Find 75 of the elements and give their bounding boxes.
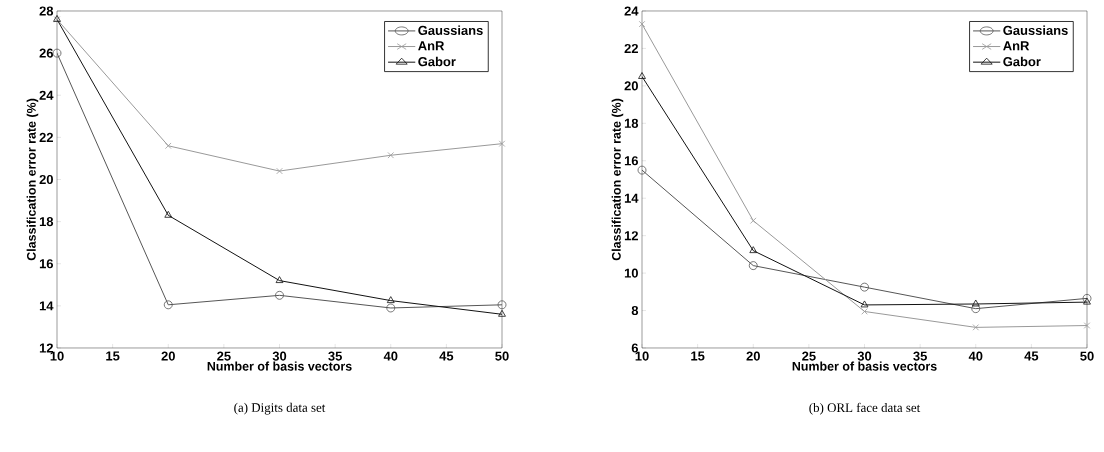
point	[164, 210, 173, 218]
point	[497, 300, 507, 310]
point	[498, 309, 506, 317]
point	[971, 299, 980, 307]
point	[498, 140, 506, 147]
y-tick-label: 6	[631, 343, 639, 353]
x-tick-label: 25	[802, 351, 816, 361]
y-tick-label: 24	[624, 6, 639, 16]
legend-label: Gaussians	[1003, 25, 1068, 35]
x-tick-label: 45	[1024, 351, 1039, 361]
point	[638, 20, 646, 28]
y-tick-label: 22	[624, 43, 638, 53]
x-tick-label: 35	[913, 351, 927, 361]
legend-label: Gaussians	[418, 25, 483, 35]
y-tick-label: 26	[39, 48, 54, 58]
y-tick-label: 14	[624, 193, 639, 203]
y-tick-label: 16	[624, 156, 639, 166]
y-tick-label: 18	[39, 217, 54, 227]
point	[275, 276, 284, 283]
y-tick-label: 20	[39, 174, 53, 185]
point	[638, 72, 646, 79]
y-tick-label: 10	[624, 268, 638, 278]
x-tick-label: 30	[857, 351, 872, 361]
point	[386, 303, 396, 313]
y-tick-label: 24	[39, 90, 54, 100]
x-axis-title: Number of basis vectors	[207, 361, 352, 371]
x-tick-label: 40	[383, 351, 398, 361]
point	[387, 152, 394, 159]
y-axis-title: Classification error rate (%)	[611, 98, 624, 261]
text: (a) Digits data set	[234, 402, 326, 415]
point	[1082, 293, 1092, 303]
point	[971, 304, 981, 314]
y-tick-label: 22	[39, 132, 53, 142]
legend-label: AnR	[418, 41, 445, 51]
y-tick-label: 8	[631, 305, 639, 316]
point	[276, 167, 283, 175]
point	[860, 300, 869, 308]
point	[1083, 322, 1091, 329]
x-tick-label: 15	[106, 351, 120, 361]
point	[860, 282, 869, 292]
y-tick-label: 16	[39, 259, 54, 269]
point	[749, 246, 758, 254]
x-tick-label: 40	[968, 351, 983, 361]
point	[165, 142, 172, 150]
legend-label: Gabor	[1003, 56, 1041, 67]
point	[1083, 297, 1091, 305]
x-tick-label: 35	[328, 351, 342, 361]
x-tick-label: 45	[439, 351, 454, 361]
point	[748, 261, 758, 271]
point	[163, 300, 173, 310]
point	[275, 290, 284, 300]
x-tick-label: 50	[1080, 351, 1094, 361]
y-tick-label: 12	[39, 343, 53, 353]
point	[386, 296, 395, 303]
x-axis-title: Number of basis vectors	[792, 361, 937, 371]
point	[750, 217, 757, 224]
y-tick-label: 12	[624, 231, 638, 241]
y-tick-label: 28	[39, 6, 54, 16]
x-tick-label: 20	[161, 351, 175, 361]
point	[637, 165, 647, 175]
x-tick-label: 20	[746, 351, 760, 361]
x-tick-label: 25	[217, 351, 231, 361]
x-tick-label: 30	[272, 351, 287, 361]
legend-label: Gabor	[418, 56, 456, 67]
legend-label: AnR	[1003, 41, 1030, 51]
text: (b) ORL face data set	[809, 402, 921, 415]
x-tick-label: 15	[691, 351, 705, 361]
y-tick-label: 18	[624, 118, 639, 128]
x-tick-label: 50	[495, 351, 509, 361]
x-tick-label: 10	[50, 351, 64, 361]
point	[972, 324, 979, 331]
y-axis-title: Classification error rate (%)	[26, 98, 39, 261]
y-tick-label: 20	[624, 81, 638, 91]
y-tick-label: 14	[39, 301, 54, 311]
point	[52, 48, 62, 58]
